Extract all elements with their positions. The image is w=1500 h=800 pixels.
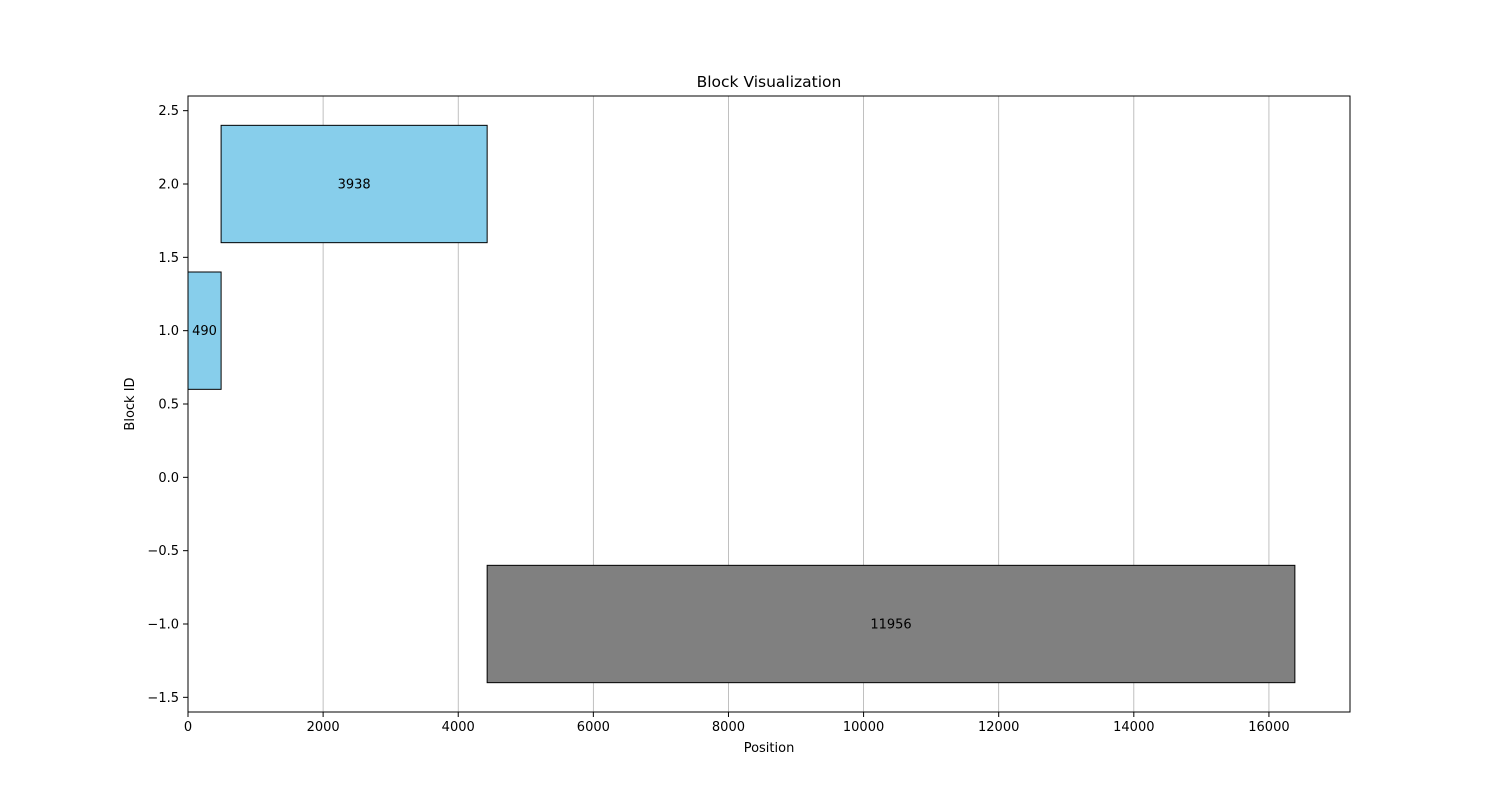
bar-label: 490 <box>192 324 217 339</box>
chart-title: Block Visualization <box>697 73 842 91</box>
bar <box>220 124 488 244</box>
x-tick-label: 4000 <box>442 720 475 735</box>
y-tick-label: 1.5 <box>158 251 179 266</box>
bar-label: 11956 <box>870 618 911 633</box>
y-axis: −1.5 −1.0 −0.5 0.0 0.5 1.0 1.5 2.0 2.5 <box>147 104 188 706</box>
x-tick-label: 6000 <box>577 720 610 735</box>
y-tick-label: 2.5 <box>158 104 179 119</box>
bars: 490 3938 11956 <box>187 124 1296 684</box>
x-tick-label: 14000 <box>1113 720 1154 735</box>
y-axis-title: Block ID <box>123 377 138 430</box>
bar <box>486 564 1296 684</box>
x-tick-label: 8000 <box>712 720 745 735</box>
bar-label: 3938 <box>338 178 371 193</box>
y-tick-label: 0.5 <box>158 398 179 413</box>
bar <box>187 271 222 390</box>
y-tick-label: 0.0 <box>158 471 179 486</box>
x-axis: 0 2000 4000 6000 8000 10000 12000 14000 16000 <box>184 712 1290 735</box>
x-tick-label: 10000 <box>843 720 884 735</box>
y-tick-label: 1.0 <box>158 324 179 339</box>
x-axis-title: Position <box>744 741 795 756</box>
x-tick-label: 2000 <box>307 720 340 735</box>
x-tick-label: 0 <box>184 720 192 735</box>
x-tick-label: 16000 <box>1248 720 1289 735</box>
y-tick-label: −1.0 <box>147 618 179 633</box>
x-tick-label: 12000 <box>978 720 1019 735</box>
y-tick-label: −1.5 <box>147 691 179 706</box>
y-tick-label: −0.5 <box>147 544 179 559</box>
y-tick-label: 2.0 <box>158 178 179 193</box>
